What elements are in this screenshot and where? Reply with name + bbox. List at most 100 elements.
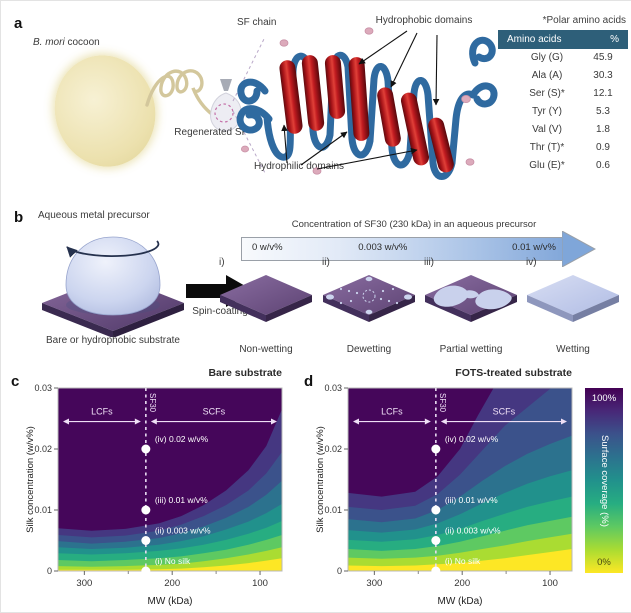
sf-chain-label: SF chain [237,17,277,28]
amino-name: Glu (E)* [529,160,565,171]
table-row: Ser (S)* 12.1 [498,85,628,103]
amino-percent: 12.1 [593,88,613,99]
table-header-percent: % [610,34,619,45]
gradient-tick-2: 0.01 w/v% [512,242,556,253]
amino-acid-table: *Polar amino acids Amino acids % Gly (G)… [498,15,628,175]
svg-text:0.01: 0.01 [324,505,342,515]
table-header-amino: Amino acids [507,34,562,45]
regenerated-sf-label: Regenerated SF [174,127,248,138]
amino-percent: 1.8 [596,124,610,135]
concentration-gradient-bar: 0 w/v% 0.003 w/v% 0.01 w/v% [241,237,563,261]
svg-text:0: 0 [337,566,342,576]
svg-text:(iii) 0.01 w/v%: (iii) 0.01 w/v% [155,495,208,505]
cocoon-label: B. mori cocoon [33,37,163,50]
table-row: Thr (T)* 0.9 [498,139,628,157]
panel-c-label: c [11,373,20,390]
amino-name: Tyr (Y) [532,106,562,117]
stage-name-dewetting: Dewetting [346,344,392,355]
stage-numeral-iv: iv) [526,257,537,268]
hydrophilic-domains-label: Hydrophilic domains [253,161,345,172]
cocoon-label-rest: cocoon [64,37,100,48]
droplet-on-substrate [42,236,184,337]
tile-dewetting [323,275,415,322]
svg-text:(ii) 0.003 w/v%: (ii) 0.003 w/v% [155,526,211,536]
amino-name: Ala (A) [531,70,563,81]
panel-d-label: d [304,373,314,390]
colorbar-axis-label: Surface coverage (%) [599,434,610,527]
tile-wetting [527,275,619,322]
panel-b-label: b [14,209,24,226]
table-row: Val (V) 1.8 [498,121,628,139]
svg-text:(ii) 0.003 w/v%: (ii) 0.003 w/v% [445,526,501,536]
svg-text:200: 200 [164,578,180,589]
table-note: *Polar amino acids [542,15,626,26]
amino-percent: 0.9 [596,142,610,153]
svg-text:SF30: SF30 [438,393,447,413]
stage-numeral-ii: ii) [322,257,330,268]
chart-d-title: FOTS-treated substrate [455,367,572,379]
svg-text:300: 300 [76,578,92,589]
table-row: Tyr (Y) 5.3 [498,103,628,121]
hydrophobic-domains-label: Hydrophobic domains [375,15,473,26]
stage-numeral-i: i) [219,257,225,268]
stage-name-non-wetting: Non-wetting [239,344,293,355]
amino-percent: 45.9 [593,52,613,63]
amino-name: Gly (G) [530,52,564,63]
svg-text:MW (kDa): MW (kDa) [438,596,483,607]
surface-coverage-colorbar: 100% Surface coverage (%) 0% [585,388,623,573]
amino-percent: 5.3 [596,106,610,117]
svg-text:0.02: 0.02 [34,444,52,454]
bare-substrate-label: Bare or hydrophobic substrate [46,335,180,346]
svg-text:0.02: 0.02 [324,444,342,454]
sf-chain-illustration [236,27,498,180]
svg-text:100: 100 [252,578,268,589]
amino-name: Val (V) [532,124,562,135]
svg-text:LCFs: LCFs [381,407,403,417]
amino-name: Ser (S)* [529,88,565,99]
gradient-title: Concentration of SF30 (230 kDa) in an aq… [291,219,537,230]
svg-text:(i) No silk: (i) No silk [155,556,191,566]
contour-plot-bare: LCFs SCFs SF30 (i) No silk (ii) 0.003 w/v% (i… [25,383,283,607]
chart-c-title: Bare substrate [208,367,282,379]
contour-plot-fots: LCFs SCFs SF30 (i) No silk (ii) 0.003 w/v% (i… [315,383,573,607]
svg-text:300: 300 [366,578,382,589]
tile-non-wetting [220,275,312,322]
spin-coating-label: Spin-coating [192,306,248,317]
svg-text:Silk concentration (w/v%): Silk concentration (w/v%) [315,426,326,533]
table-row: Glu (E)* 0.6 [498,157,628,175]
svg-text:MW (kDa): MW (kDa) [148,596,193,607]
panel-a-label: a [14,15,23,32]
svg-text:(iv) 0.02 w/v%: (iv) 0.02 w/v% [445,434,499,444]
stage-numeral-iii: iii) [424,257,434,268]
amino-name: Thr (T)* [529,142,565,153]
svg-text:Silk concentration (w/v%): Silk concentration (w/v%) [25,426,36,533]
svg-text:SCFs: SCFs [203,407,226,417]
silk-thread-squiggle [145,69,215,117]
svg-text:SCFs: SCFs [493,407,516,417]
stage-name-wetting: Wetting [556,344,590,355]
svg-text:200: 200 [454,578,470,589]
amino-percent: 30.3 [593,70,613,81]
svg-text:0.03: 0.03 [324,383,342,393]
amino-percent: 0.6 [596,160,610,171]
gradient-tick-1: 0.003 w/v% [358,242,408,253]
regenerated-sf-icon [210,79,242,132]
gradient-tick-0: 0 w/v% [252,242,283,253]
stage-name-partial-wetting: Partial wetting [439,344,503,355]
tile-partial-wetting [425,275,517,322]
gradient-arrowhead [562,231,596,267]
svg-text:(iii) 0.01 w/v%: (iii) 0.01 w/v% [445,495,498,505]
colorbar-max-label: 100% [591,393,617,404]
svg-text:SF30: SF30 [148,393,157,413]
svg-text:(iv) 0.02 w/v%: (iv) 0.02 w/v% [155,434,209,444]
svg-text:0.03: 0.03 [34,383,52,393]
table-row: Ala (A) 30.3 [498,67,628,85]
cocoon-label-species: B. mori [33,37,65,48]
svg-text:(i) No silk: (i) No silk [445,556,481,566]
colorbar-min-label: 0% [597,557,611,568]
svg-text:0.01: 0.01 [34,505,52,515]
svg-text:0: 0 [47,566,52,576]
precursor-label: Aqueous metal precursor [38,210,150,221]
table-row: Gly (G) 45.9 [498,49,628,67]
